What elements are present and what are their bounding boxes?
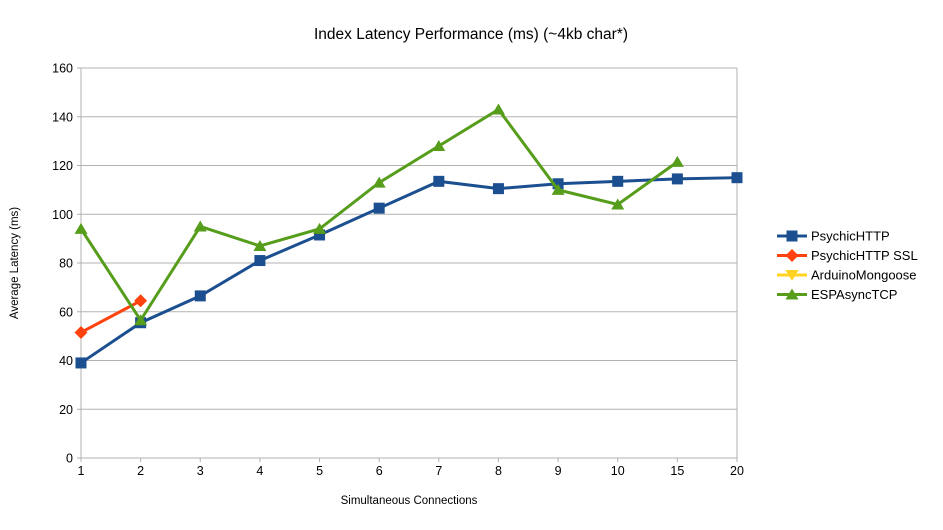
data-point-psychichttp <box>731 172 743 184</box>
grid-layer <box>81 67 737 459</box>
x-tick-label: 10 <box>611 464 625 478</box>
legend-item-psychichttp: PsychicHTTP <box>777 229 890 244</box>
data-point-espasynctcp <box>313 222 327 234</box>
data-point-espasynctcp <box>253 239 267 251</box>
data-point-psychichttp <box>75 357 87 369</box>
data-point-espasynctcp <box>74 222 88 234</box>
x-tick-label: 15 <box>670 464 684 478</box>
x-tick-label: 4 <box>256 464 263 478</box>
y-tick-label: 160 <box>52 62 73 76</box>
x-tick-label: 2 <box>137 464 144 478</box>
legend-marker-espasynctcp <box>785 288 799 300</box>
x-tick-label: 20 <box>730 464 744 478</box>
y-axis-title: Average Latency (ms) <box>9 207 21 319</box>
data-point-psychichttp <box>194 290 206 302</box>
x-tick-label: 3 <box>197 464 204 478</box>
data-point-psychichttp <box>254 255 266 267</box>
y-tick-label: 100 <box>52 208 73 222</box>
data-point-psychichttp <box>552 178 564 190</box>
data-point-espasynctcp <box>551 183 565 195</box>
legend-item-psychichttp-ssl: PsychicHTTP SSL <box>777 248 918 263</box>
data-point-espasynctcp <box>134 314 148 326</box>
legend-marker-psychichttp <box>786 230 798 242</box>
x-tick-label: 1 <box>78 464 85 478</box>
y-tick-label: 60 <box>59 305 73 319</box>
data-point-espasynctcp <box>611 198 625 210</box>
data-point-psychichttp <box>373 202 385 214</box>
data-point-espasynctcp <box>670 155 684 167</box>
data-point-psychichttp <box>314 229 326 241</box>
data-point-psychichttp <box>612 175 624 187</box>
legend-item-arduinomongoose: ArduinoMongoose <box>777 268 917 283</box>
legend-item-espasynctcp: ESPAsyncTCP <box>777 287 897 302</box>
y-tick-label: 80 <box>59 257 73 271</box>
data-point-psychichttp <box>492 183 504 195</box>
x-tick-label: 7 <box>435 464 442 478</box>
y-tick-label: 120 <box>52 159 73 173</box>
y-tick-label: 0 <box>66 452 73 466</box>
data-point-espasynctcp <box>432 140 446 151</box>
legend-marker-psychichttp-ssl <box>785 249 799 262</box>
series-layer <box>74 103 743 369</box>
y-tick-label: 40 <box>59 354 73 368</box>
legend: PsychicHTTP PsychicHTTP SSL ArduinoMongoos… <box>777 229 918 302</box>
data-point-psychichttp-ssl <box>134 294 148 308</box>
series-psychichttp-ssl <box>74 294 148 339</box>
chart-title: Index Latency Performance (ms) (~4kb cha… <box>314 26 628 43</box>
y-tick-label: 20 <box>59 403 73 417</box>
series-espasynctcp <box>74 103 684 326</box>
series-line-psychichttp <box>80 176 738 365</box>
data-point-psychichttp <box>671 173 683 185</box>
y-tick-label: 140 <box>52 110 73 124</box>
legend-label-arduinomongoose: ArduinoMongoose <box>811 268 917 283</box>
series-line-espasynctcp <box>79 107 679 324</box>
legend-label-psychichttp-ssl: PsychicHTTP SSL <box>811 248 918 263</box>
x-axis-title: Simultaneous Connections <box>341 495 478 507</box>
data-point-psychichttp-ssl <box>74 325 88 339</box>
x-tick-label: 6 <box>376 464 383 478</box>
legend-label-psychichttp: PsychicHTTP <box>811 229 890 244</box>
data-point-espasynctcp <box>193 220 207 232</box>
axis-layer: 0 20 40 60 80 100 120 140 160 1 2 3 4 5 6 7 8 9 10 15 20 <box>52 62 744 479</box>
data-point-espasynctcp <box>491 103 505 115</box>
data-point-psychichttp <box>433 175 445 187</box>
x-tick-label: 8 <box>495 464 502 478</box>
legend-marker-arduinomongoose <box>785 270 799 281</box>
legend-label-espasynctcp: ESPAsyncTCP <box>811 287 897 302</box>
series-psychichttp <box>75 172 743 369</box>
data-point-espasynctcp <box>372 176 386 188</box>
x-tick-label: 5 <box>316 464 323 478</box>
x-tick-label: 9 <box>555 464 562 478</box>
